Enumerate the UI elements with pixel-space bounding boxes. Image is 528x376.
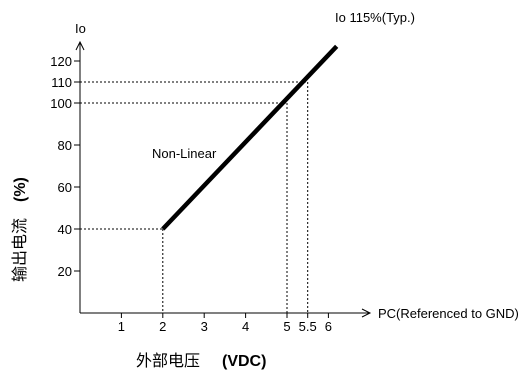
y-tick-label: 20	[58, 264, 72, 279]
y-axis-title-text: 输出电流	[10, 218, 29, 282]
x-axis-arrow	[361, 308, 372, 318]
y-tick-label: 60	[58, 180, 72, 195]
x-tick-label: 1	[118, 319, 125, 334]
x-tick-label: 6	[325, 319, 332, 334]
x-tick-label: 5.5	[299, 319, 317, 334]
y-axis-arrow	[75, 40, 85, 51]
x-tick-label: 5	[283, 319, 290, 334]
x-axis-title: 外部电压 (VDC)	[136, 351, 266, 370]
x-axis-title-text: 外部电压	[136, 351, 200, 370]
annotation-non-linear: Non-Linear	[152, 146, 217, 161]
y-tick-label: 80	[58, 138, 72, 153]
x-tick-label: 4	[242, 319, 249, 334]
annotation-io-typ: Io 115%(Typ.)	[335, 10, 415, 25]
x-axis-end-label: PC(Referenced to GND)	[378, 306, 519, 321]
x-tick-label: 3	[201, 319, 208, 334]
y-tick-label: 100	[50, 96, 72, 111]
x-tick-label: 2	[159, 319, 166, 334]
y-axis-top-label: Io	[75, 21, 86, 36]
series-line	[161, 44, 339, 231]
y-axis-title: 输出电流 (%)	[10, 177, 29, 282]
y-tick-label: 120	[50, 54, 72, 69]
y-axis-title-unit: (%)	[12, 177, 29, 202]
y-tick-label: 40	[58, 222, 72, 237]
y-tick-label: 110	[51, 75, 72, 90]
x-axis-title-unit: (VDC)	[222, 353, 266, 370]
